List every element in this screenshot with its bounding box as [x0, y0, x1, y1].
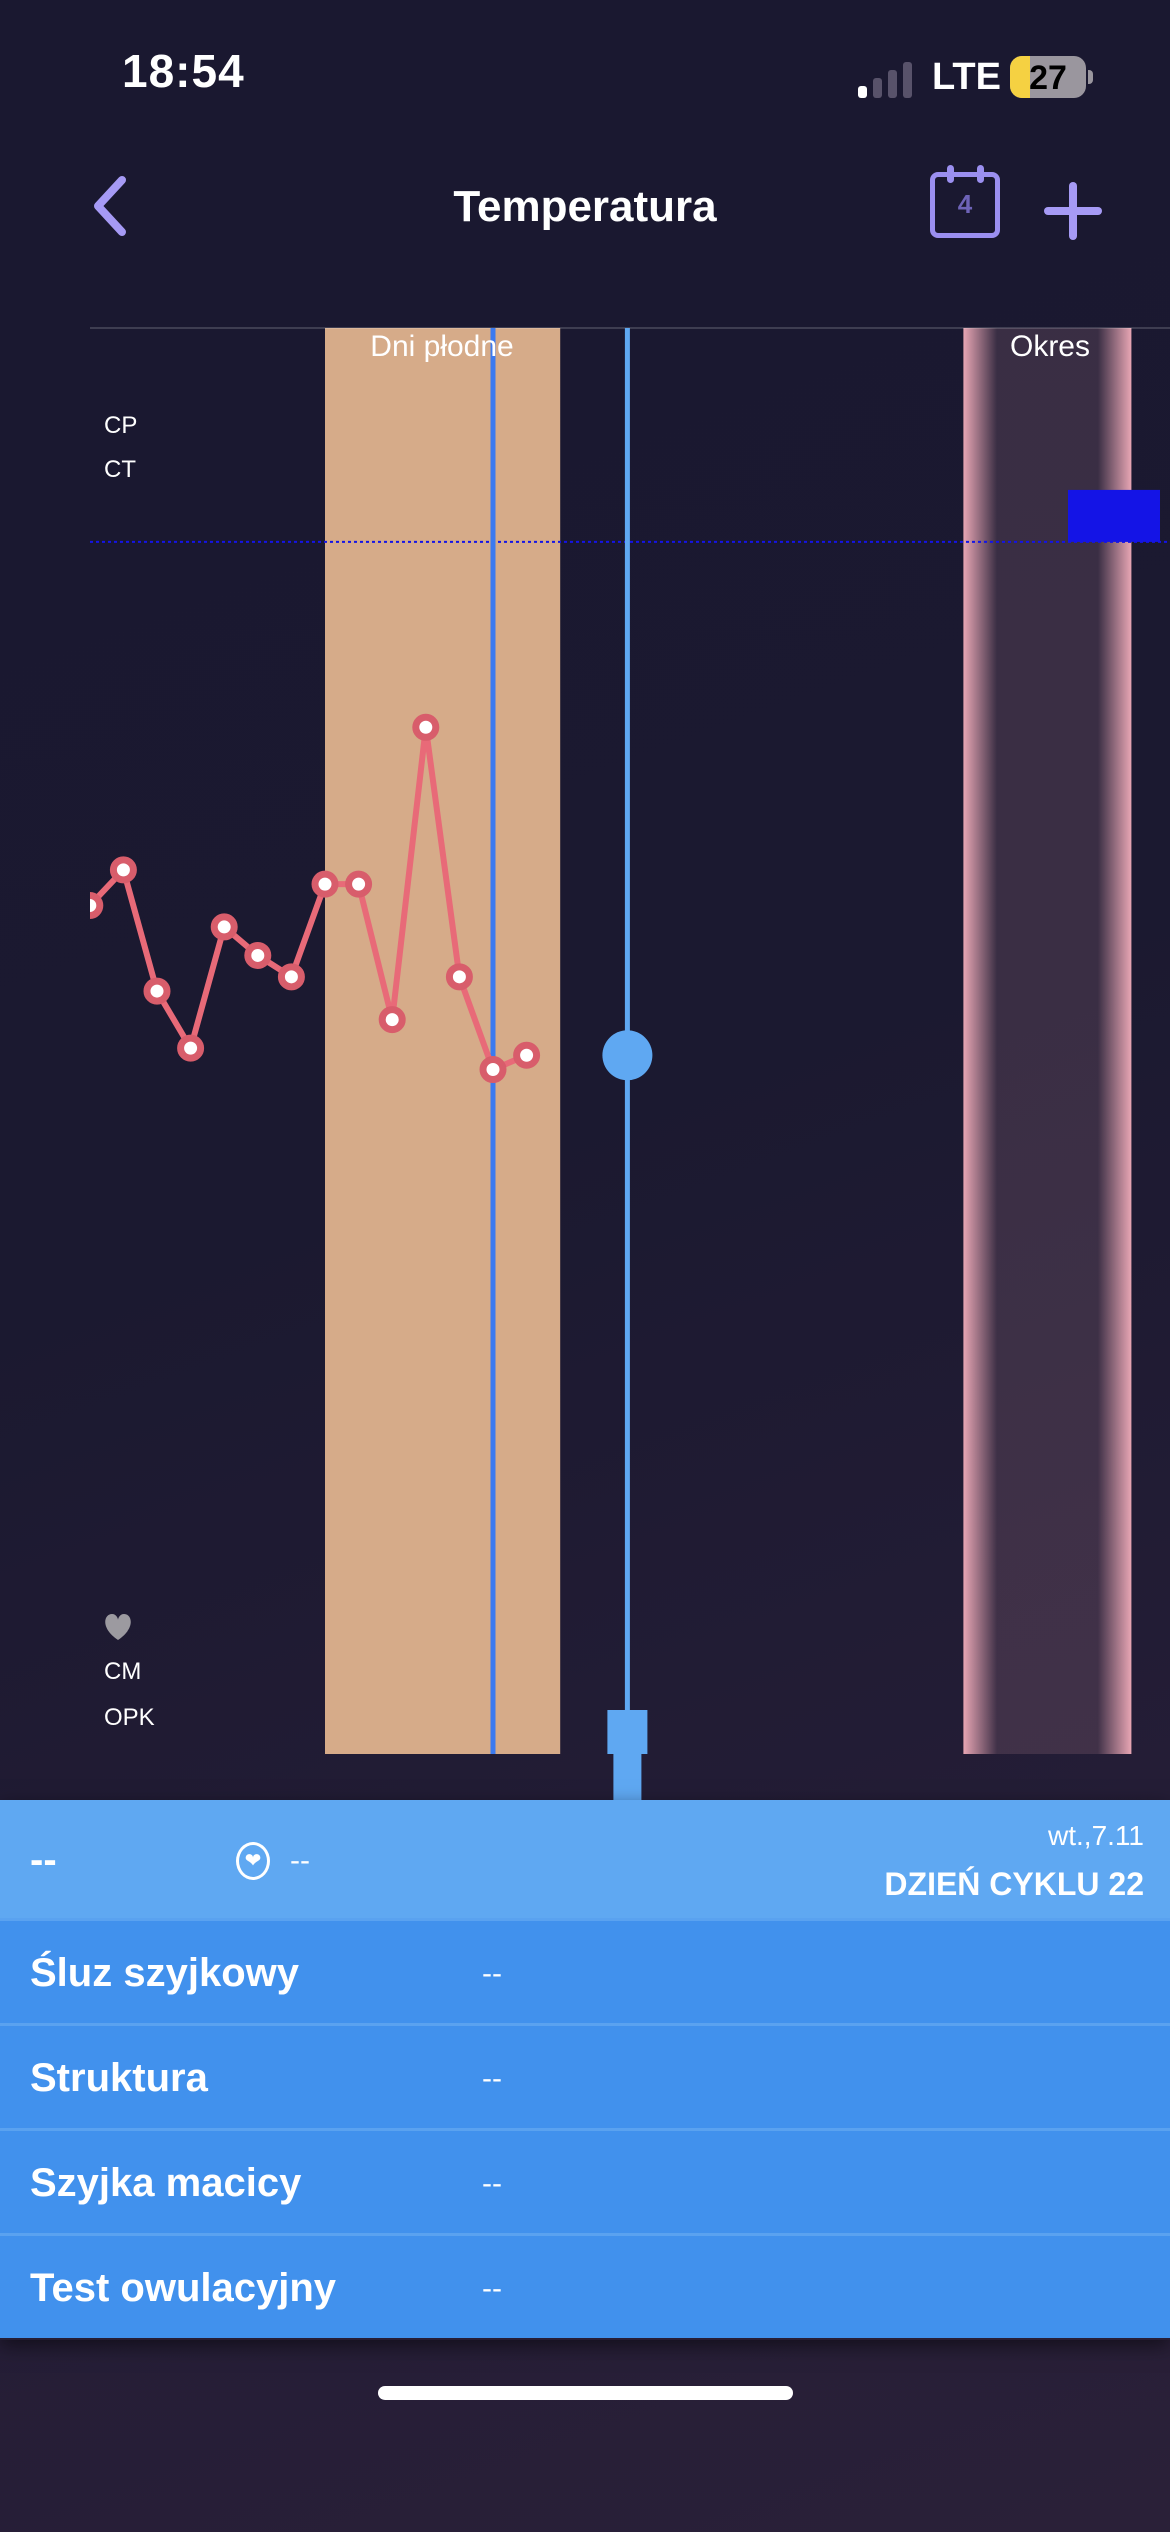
- row-value: --: [482, 1957, 502, 1990]
- row-structure[interactable]: Struktura --: [0, 2023, 1170, 2128]
- cover-line-badge: [1068, 489, 1160, 542]
- home-indicator[interactable]: [378, 2386, 793, 2400]
- temperature-point: [177, 1034, 205, 1062]
- temperature-point: [109, 856, 137, 884]
- page-title: Temperatura: [453, 182, 717, 231]
- status-time: 18:54: [122, 45, 245, 97]
- row-label: Szyjka macicy: [30, 2161, 302, 2205]
- row-label: Test owulacyjny: [30, 2266, 337, 2310]
- row-ovulation-test[interactable]: Test owulacyjny --: [0, 2233, 1170, 2338]
- row-value: --: [482, 2062, 502, 2095]
- add-button[interactable]: [1044, 182, 1102, 240]
- heart-icon: ❤: [236, 1842, 270, 1880]
- signal-icon: [858, 62, 912, 98]
- month-tag-box: [607, 1710, 648, 1754]
- heart-icon: [105, 1614, 131, 1640]
- day-summary[interactable]: -- ❤ -- wt.,7.11 DZIEŃ CYKLU 22: [0, 1800, 1170, 1918]
- cp-label: CP: [104, 412, 138, 439]
- temperature-point: [244, 941, 272, 969]
- battery-tip: [1088, 70, 1093, 84]
- temperature-point: [311, 870, 339, 898]
- temperature-point: [479, 1056, 507, 1084]
- temperature-value: --: [30, 1838, 57, 1882]
- temperature-point: [345, 870, 373, 898]
- temperature-series: [90, 713, 541, 1084]
- period-label: Okres: [1009, 330, 1090, 363]
- fertile-days-label: Dni płodne: [370, 330, 514, 363]
- ct-label: CT: [104, 456, 136, 483]
- row-cervix[interactable]: Szyjka macicy --: [0, 2128, 1170, 2233]
- row-value: --: [482, 2272, 502, 2305]
- selected-date-highlight: [613, 1754, 642, 1800]
- selected-date: wt.,7.11: [1048, 1820, 1144, 1851]
- opk-label: OPK: [104, 1704, 155, 1731]
- calendar-icon: [947, 165, 954, 183]
- calendar-ring: [977, 165, 984, 183]
- temperature-point: [210, 913, 238, 941]
- row-label: Struktura: [30, 2056, 208, 2100]
- back-button[interactable]: [86, 176, 136, 236]
- band-fertile: [325, 328, 561, 1754]
- temperature-point: [513, 1041, 541, 1069]
- selected-day-marker: [602, 1030, 653, 1081]
- battery-level: 27: [1029, 59, 1067, 97]
- temperature-point: [90, 892, 104, 920]
- chevron-left-icon: [94, 176, 126, 236]
- temperature-point: [412, 713, 440, 741]
- row-label: Śluz szyjkowy: [30, 1951, 299, 1995]
- battery-icon: 27: [1010, 56, 1086, 98]
- temperature-chart[interactable]: [0, 0, 1170, 1800]
- temperature-point: [378, 1006, 406, 1034]
- day-details-panel: -- ❤ -- wt.,7.11 DZIEŃ CYKLU 22 Śluz szy…: [0, 1800, 1170, 2340]
- temperature-point: [143, 977, 171, 1005]
- row-cervical-mucus[interactable]: Śluz szyjkowy --: [0, 1918, 1170, 2023]
- cycle-day: DZIEŃ CYKLU 22: [884, 1866, 1144, 1902]
- cm-label: CM: [104, 1658, 142, 1685]
- temperature-point: [445, 963, 473, 991]
- heart-value: --: [290, 1844, 310, 1877]
- band-period: [963, 328, 1132, 1754]
- calendar-button[interactable]: 4: [930, 165, 1000, 238]
- calendar-day: 4: [957, 189, 973, 219]
- row-value: --: [482, 2167, 502, 2200]
- network-type: LTE: [932, 56, 1001, 98]
- temperature-point: [277, 963, 305, 991]
